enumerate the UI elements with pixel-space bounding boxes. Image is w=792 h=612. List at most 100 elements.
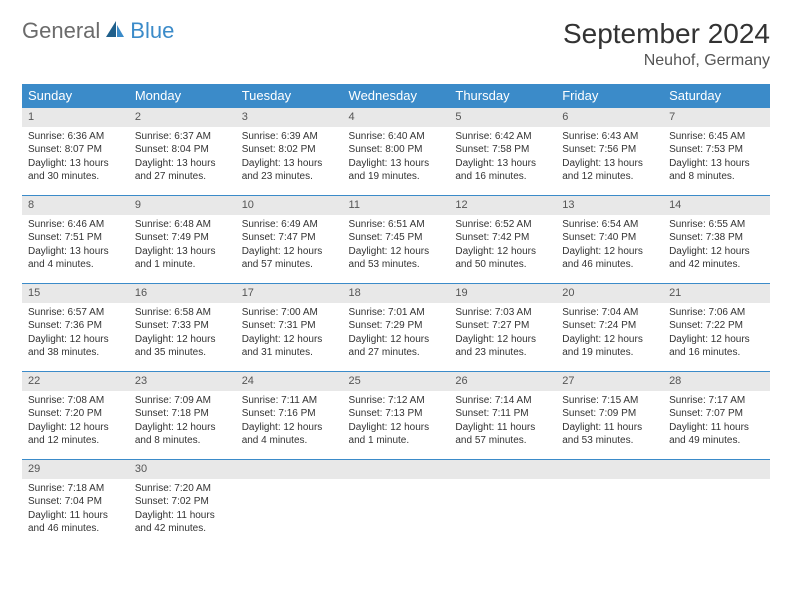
sunset-text: Sunset: 7:20 PM <box>28 407 123 421</box>
sunrise-text: Sunrise: 7:18 AM <box>28 482 123 496</box>
logo-sail-icon <box>104 19 126 44</box>
sunset-text: Sunset: 8:04 PM <box>135 143 230 157</box>
sunrise-text: Sunrise: 6:52 AM <box>455 218 550 232</box>
daylight-text: Daylight: 12 hours and 46 minutes. <box>562 245 657 272</box>
calendar-day-cell <box>343 459 450 547</box>
sunrise-text: Sunrise: 7:15 AM <box>562 394 657 408</box>
sunrise-text: Sunrise: 7:06 AM <box>669 306 764 320</box>
calendar-day-cell: 2Sunrise: 6:37 AMSunset: 8:04 PMDaylight… <box>129 107 236 195</box>
daylight-text: Daylight: 12 hours and 35 minutes. <box>135 333 230 360</box>
sunset-text: Sunset: 7:18 PM <box>135 407 230 421</box>
daylight-text: Daylight: 12 hours and 42 minutes. <box>669 245 764 272</box>
calendar-day-cell: 8Sunrise: 6:46 AMSunset: 7:51 PMDaylight… <box>22 195 129 283</box>
calendar-body: 1Sunrise: 6:36 AMSunset: 8:07 PMDaylight… <box>22 107 770 547</box>
day-content: Sunrise: 7:00 AMSunset: 7:31 PMDaylight:… <box>236 303 343 364</box>
sunrise-text: Sunrise: 7:08 AM <box>28 394 123 408</box>
calendar-day-cell <box>236 459 343 547</box>
day-number: 6 <box>556 108 663 127</box>
day-number: 7 <box>663 108 770 127</box>
day-number: 22 <box>22 372 129 391</box>
daylight-text: Daylight: 13 hours and 27 minutes. <box>135 157 230 184</box>
day-number <box>556 460 663 479</box>
calendar-week-row: 1Sunrise: 6:36 AMSunset: 8:07 PMDaylight… <box>22 107 770 195</box>
sunrise-text: Sunrise: 7:03 AM <box>455 306 550 320</box>
sunset-text: Sunset: 8:02 PM <box>242 143 337 157</box>
sunrise-text: Sunrise: 7:09 AM <box>135 394 230 408</box>
day-number: 4 <box>343 108 450 127</box>
day-number: 11 <box>343 196 450 215</box>
day-number: 26 <box>449 372 556 391</box>
sunrise-text: Sunrise: 6:57 AM <box>28 306 123 320</box>
location-label: Neuhof, Germany <box>563 52 770 70</box>
daylight-text: Daylight: 12 hours and 31 minutes. <box>242 333 337 360</box>
sunset-text: Sunset: 7:56 PM <box>562 143 657 157</box>
calendar-day-cell: 13Sunrise: 6:54 AMSunset: 7:40 PMDayligh… <box>556 195 663 283</box>
day-content: Sunrise: 6:54 AMSunset: 7:40 PMDaylight:… <box>556 215 663 276</box>
day-header: Monday <box>129 84 236 107</box>
daylight-text: Daylight: 11 hours and 46 minutes. <box>28 509 123 536</box>
sunset-text: Sunset: 7:29 PM <box>349 319 444 333</box>
day-header: Saturday <box>663 84 770 107</box>
sunrise-text: Sunrise: 7:12 AM <box>349 394 444 408</box>
calendar-day-cell: 14Sunrise: 6:55 AMSunset: 7:38 PMDayligh… <box>663 195 770 283</box>
calendar-day-cell: 19Sunrise: 7:03 AMSunset: 7:27 PMDayligh… <box>449 283 556 371</box>
day-content: Sunrise: 7:12 AMSunset: 7:13 PMDaylight:… <box>343 391 450 452</box>
logo-text-general: General <box>22 18 100 44</box>
sunset-text: Sunset: 7:07 PM <box>669 407 764 421</box>
daylight-text: Daylight: 12 hours and 12 minutes. <box>28 421 123 448</box>
sunrise-text: Sunrise: 7:01 AM <box>349 306 444 320</box>
month-title: September 2024 <box>563 18 770 50</box>
sunrise-text: Sunrise: 6:58 AM <box>135 306 230 320</box>
calendar-day-cell: 7Sunrise: 6:45 AMSunset: 7:53 PMDaylight… <box>663 107 770 195</box>
sunset-text: Sunset: 7:40 PM <box>562 231 657 245</box>
day-content: Sunrise: 6:48 AMSunset: 7:49 PMDaylight:… <box>129 215 236 276</box>
calendar-day-cell <box>663 459 770 547</box>
calendar-day-cell: 23Sunrise: 7:09 AMSunset: 7:18 PMDayligh… <box>129 371 236 459</box>
sunrise-text: Sunrise: 6:48 AM <box>135 218 230 232</box>
sunset-text: Sunset: 7:27 PM <box>455 319 550 333</box>
sunrise-text: Sunrise: 6:54 AM <box>562 218 657 232</box>
sunset-text: Sunset: 7:36 PM <box>28 319 123 333</box>
calendar-day-cell: 27Sunrise: 7:15 AMSunset: 7:09 PMDayligh… <box>556 371 663 459</box>
calendar-day-cell: 5Sunrise: 6:42 AMSunset: 7:58 PMDaylight… <box>449 107 556 195</box>
day-content <box>449 479 556 486</box>
sunrise-text: Sunrise: 7:04 AM <box>562 306 657 320</box>
page-header: General Blue September 2024 Neuhof, Germ… <box>22 18 770 70</box>
day-content: Sunrise: 7:15 AMSunset: 7:09 PMDaylight:… <box>556 391 663 452</box>
day-number: 10 <box>236 196 343 215</box>
calendar-day-cell: 17Sunrise: 7:00 AMSunset: 7:31 PMDayligh… <box>236 283 343 371</box>
day-content: Sunrise: 6:36 AMSunset: 8:07 PMDaylight:… <box>22 127 129 188</box>
day-number: 27 <box>556 372 663 391</box>
daylight-text: Daylight: 12 hours and 8 minutes. <box>135 421 230 448</box>
daylight-text: Daylight: 13 hours and 1 minute. <box>135 245 230 272</box>
day-number: 25 <box>343 372 450 391</box>
calendar-day-cell: 21Sunrise: 7:06 AMSunset: 7:22 PMDayligh… <box>663 283 770 371</box>
sunrise-text: Sunrise: 6:42 AM <box>455 130 550 144</box>
sunset-text: Sunset: 8:00 PM <box>349 143 444 157</box>
sunrise-text: Sunrise: 6:37 AM <box>135 130 230 144</box>
calendar-week-row: 29Sunrise: 7:18 AMSunset: 7:04 PMDayligh… <box>22 459 770 547</box>
day-number: 23 <box>129 372 236 391</box>
day-content: Sunrise: 7:01 AMSunset: 7:29 PMDaylight:… <box>343 303 450 364</box>
daylight-text: Daylight: 13 hours and 23 minutes. <box>242 157 337 184</box>
day-number: 24 <box>236 372 343 391</box>
day-content: Sunrise: 7:09 AMSunset: 7:18 PMDaylight:… <box>129 391 236 452</box>
day-number: 12 <box>449 196 556 215</box>
daylight-text: Daylight: 11 hours and 49 minutes. <box>669 421 764 448</box>
daylight-text: Daylight: 12 hours and 38 minutes. <box>28 333 123 360</box>
day-content <box>556 479 663 486</box>
calendar-day-cell: 20Sunrise: 7:04 AMSunset: 7:24 PMDayligh… <box>556 283 663 371</box>
sunset-text: Sunset: 7:04 PM <box>28 495 123 509</box>
calendar-day-cell: 9Sunrise: 6:48 AMSunset: 7:49 PMDaylight… <box>129 195 236 283</box>
daylight-text: Daylight: 12 hours and 57 minutes. <box>242 245 337 272</box>
daylight-text: Daylight: 12 hours and 16 minutes. <box>669 333 764 360</box>
day-content: Sunrise: 7:06 AMSunset: 7:22 PMDaylight:… <box>663 303 770 364</box>
sunrise-text: Sunrise: 7:00 AM <box>242 306 337 320</box>
day-number: 17 <box>236 284 343 303</box>
day-number: 15 <box>22 284 129 303</box>
calendar-day-cell: 30Sunrise: 7:20 AMSunset: 7:02 PMDayligh… <box>129 459 236 547</box>
sunset-text: Sunset: 7:02 PM <box>135 495 230 509</box>
sunrise-text: Sunrise: 6:45 AM <box>669 130 764 144</box>
sunset-text: Sunset: 7:42 PM <box>455 231 550 245</box>
calendar-week-row: 15Sunrise: 6:57 AMSunset: 7:36 PMDayligh… <box>22 283 770 371</box>
